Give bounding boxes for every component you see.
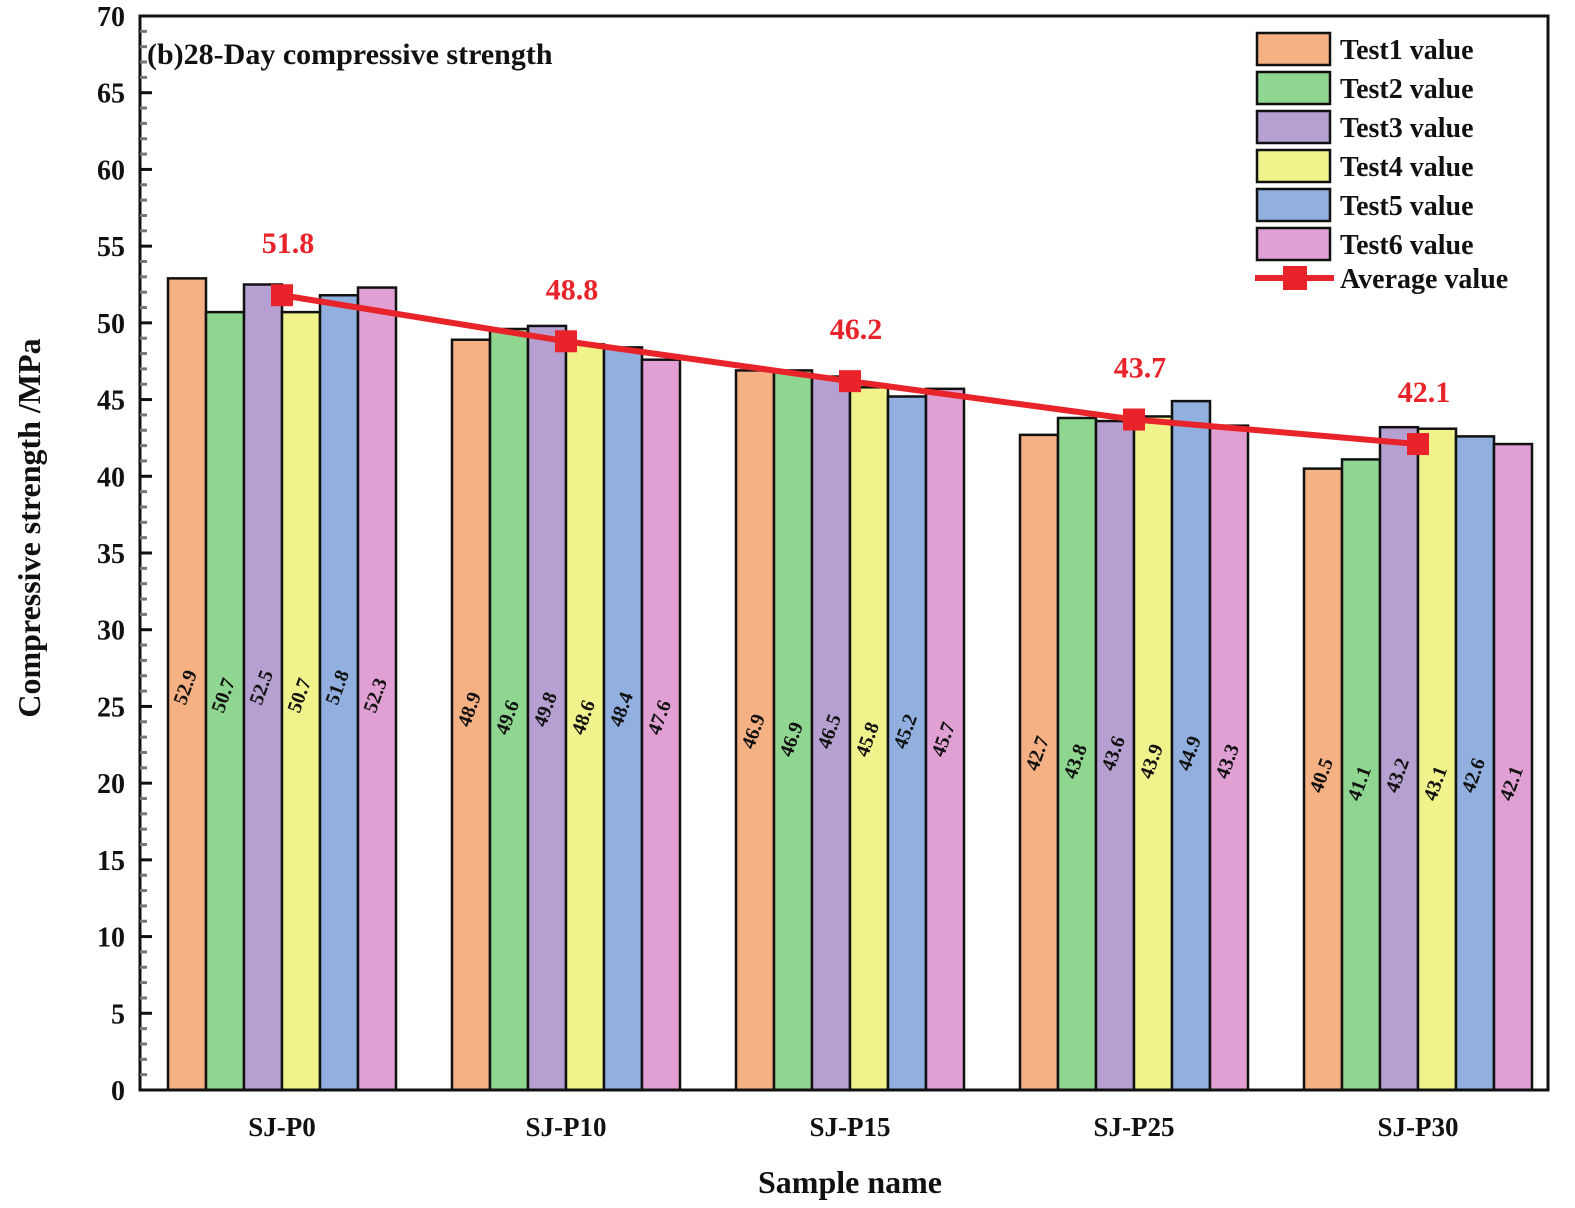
legend-marker-swatch [1283,266,1307,290]
bar-test5-value-sj-p15 [886,395,928,1092]
legend-label: Test4 value [1340,152,1474,183]
bar-test5-value-sj-p0 [318,293,360,1092]
y-tick-label: 15 [97,846,125,877]
bar-test6-value-sj-p10 [640,358,682,1092]
chart-title: (b)28-Day compressive strength [147,38,553,71]
y-tick-label: 0 [111,1076,125,1107]
bar-test4-value-sj-p10 [564,343,606,1092]
x-tick-label: SJ-P15 [810,1112,891,1142]
y-tick-label: 30 [97,616,125,647]
x-tick-label: SJ-P10 [526,1112,607,1142]
y-tick-label: 50 [97,309,125,340]
average-value-marker [839,370,861,393]
average-value-label: 42.1 [1398,376,1451,409]
average-value-marker [271,284,293,307]
x-axis-label: Sample name [758,1164,942,1200]
bar-test1-value-sj-p0 [166,277,208,1092]
legend-label: Test1 value [1340,35,1474,66]
y-tick-label: 25 [97,692,125,723]
legend-swatch [1255,226,1332,262]
y-ticks-layer: 0 5 10 15 20 25 30 35 40 45 50 55 60 65 70 [97,2,152,1107]
bar-test6-value-sj-p25 [1208,424,1250,1092]
y-axis-label: Compressive strength /MPa [11,338,47,717]
bar-test4-value-sj-p30 [1416,427,1458,1092]
average-value-marker [1407,433,1429,456]
bars-layer [166,277,1534,1092]
bar-test3-value-sj-p25 [1094,419,1136,1092]
bar-test2-value-sj-p30 [1340,458,1382,1092]
average-value-label: 48.8 [546,273,599,306]
legend-label: Test2 value [1340,74,1474,105]
average-value-label: 46.2 [830,313,883,346]
bar-test6-value-sj-p0 [356,286,398,1092]
legend-label: Test5 value [1340,191,1474,222]
y-tick-label: 45 [97,386,125,417]
x-ticks-layer: SJ-P0 SJ-P10 SJ-P15 SJ-P25 SJ-P30 [248,1112,1458,1142]
y-tick-label: 60 [97,155,125,186]
bar-test2-value-sj-p15 [772,369,814,1092]
bar-test4-value-sj-p25 [1132,415,1174,1092]
bar-test4-value-sj-p0 [280,310,322,1092]
average-value-label: 51.8 [262,227,315,260]
legend-swatch [1255,109,1332,145]
legend-label: Average value [1340,264,1508,295]
bar-test2-value-sj-p0 [204,310,246,1092]
legend-swatch [1255,187,1332,223]
y-tick-label: 65 [97,79,125,110]
bar-test3-value-sj-p10 [526,324,568,1092]
average-value-marker [555,330,577,353]
y-tick-label: 5 [111,999,125,1030]
average-line-layer: 51.8 48.8 46.2 43.7 42.1 [262,227,1451,456]
x-tick-label: SJ-P30 [1378,1112,1459,1142]
y-tick-label: 10 [97,923,125,954]
x-tick-label: SJ-P25 [1094,1112,1175,1142]
average-value-label: 43.7 [1114,352,1167,385]
legend-label: Test3 value [1340,113,1474,144]
legend-swatch [1255,31,1332,67]
x-tick-label: SJ-P0 [248,1112,316,1142]
legend-swatch [1255,70,1332,106]
y-tick-label: 40 [97,462,125,493]
y-tick-label: 55 [97,232,125,263]
y-tick-label: 20 [97,769,125,800]
average-value-marker [1123,408,1145,431]
legend-swatch [1255,148,1332,184]
legend: Test1 value Test2 value Test3 value Test4 v… [1255,31,1508,295]
y-tick-label: 70 [97,2,125,33]
legend-label: Test6 value [1340,230,1474,261]
y-tick-label: 35 [97,539,125,570]
bar-test6-value-sj-p30 [1492,442,1534,1092]
